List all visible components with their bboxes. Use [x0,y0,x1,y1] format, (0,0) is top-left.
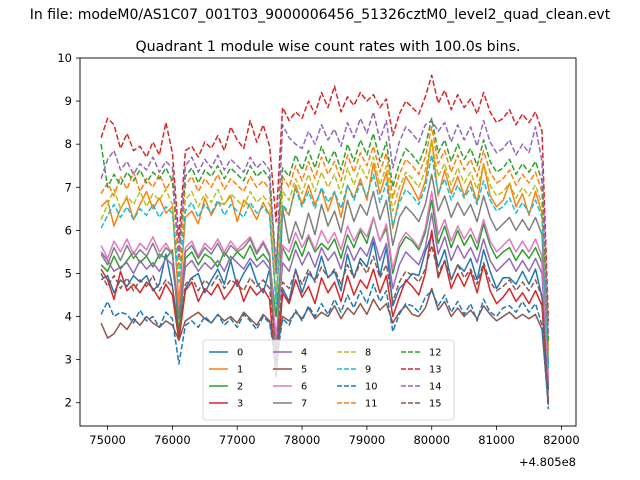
x-tick-label: 78000 [284,433,321,447]
plot-area: 75000 76000 77000 78000 79000 80000 81000 82000… [57,51,579,469]
y-tick-label: 5 [65,266,72,280]
series-line-15 [100,244,550,399]
y-tick-label: 7 [65,180,72,194]
chart-title: Quadrant 1 module wise count rates with … [135,39,520,55]
series-line-13 [100,74,550,321]
legend-label-7: 7 [301,399,307,410]
x-tick-label: 79000 [349,433,386,447]
x-tick-label: 80000 [413,433,450,447]
y-axis-ticks: 2 3 4 5 6 7 8 9 10 [57,51,80,410]
y-tick-label: 3 [65,353,72,367]
legend-label-2: 2 [237,382,243,393]
series-line-1 [100,139,550,352]
series-group [100,74,550,410]
series-line-11 [100,126,550,347]
y-tick-label: 8 [65,137,72,151]
legend-label-12: 12 [429,348,441,359]
axes-frame [79,57,577,427]
y-tick-label: 10 [57,51,72,65]
legend-label-5: 5 [301,365,307,376]
x-tick-label: 81000 [478,433,515,447]
x-axis-offset-label: +4.805e8 [519,455,576,469]
y-tick-label: 6 [65,223,72,237]
x-tick-label: 82000 [543,433,580,447]
legend-label-11: 11 [365,399,377,410]
series-line-10 [100,283,550,410]
y-tick-label: 2 [65,396,72,410]
series-line-5 [100,287,550,405]
legend-label-0: 0 [237,348,243,359]
legend-label-1: 1 [237,365,243,376]
legend-label-13: 13 [429,365,441,376]
x-axis-ticks: 75000 76000 77000 78000 79000 80000 81000 82000 [89,426,580,447]
legend-label-6: 6 [301,382,307,393]
legend-label-15: 15 [429,399,441,410]
y-tick-label: 9 [65,94,72,108]
y-tick-label: 4 [65,310,72,324]
x-tick-label: 75000 [89,433,126,447]
series-line-0 [100,233,550,390]
x-tick-label: 77000 [219,433,256,447]
legend-label-4: 4 [301,348,307,359]
legend-frame [202,339,455,421]
series-line-3 [100,229,550,403]
legend-label-14: 14 [429,382,441,393]
x-tick-label: 76000 [154,433,191,447]
chart-suptitle: In file: modeM0/AS1C07_001T03_9000006456… [30,7,611,23]
series-line-9 [100,154,550,369]
legend-label-3: 3 [237,399,243,410]
legend-label-8: 8 [365,348,371,359]
series-line-7 [100,173,550,374]
series-line-14 [100,111,550,334]
legend-label-10: 10 [365,382,377,393]
legend-label-9: 9 [365,365,371,376]
